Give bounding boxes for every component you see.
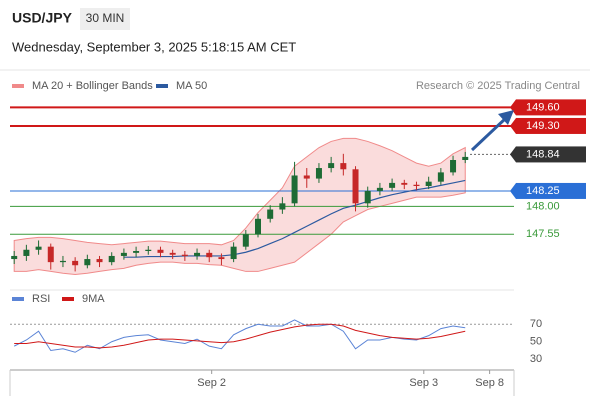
- candle-body: [450, 160, 457, 173]
- rsi-line: [13, 319, 466, 353]
- x-tick-label: Sep 8: [475, 377, 504, 389]
- candle-body: [230, 246, 237, 260]
- candle-body: [340, 163, 347, 170]
- candle-body: [462, 156, 469, 160]
- candle-body: [328, 163, 335, 169]
- candle-body: [59, 260, 66, 263]
- level-label: 149.60: [526, 101, 560, 113]
- candle-body: [145, 249, 152, 251]
- candle-body: [291, 175, 298, 204]
- candle-body: [120, 252, 127, 256]
- timestamp: Wednesday, September 3, 2025 5:18:15 AM …: [12, 39, 296, 54]
- rsi-line: [14, 323, 466, 349]
- symbol: USD/JPY: [12, 10, 73, 26]
- legend-label: MA 20 + Bollinger Bands: [32, 80, 153, 92]
- candle-body: [133, 251, 140, 253]
- interval: 30 MIN: [86, 11, 125, 25]
- candle-body: [425, 181, 432, 186]
- rsi-tick-label: 50: [530, 336, 542, 348]
- level-badge-tip: [510, 99, 516, 116]
- candle-body: [169, 252, 176, 255]
- candle-body: [376, 187, 383, 191]
- candle-body: [96, 259, 103, 263]
- candle-body: [437, 172, 444, 182]
- legend-swatch: [62, 297, 74, 301]
- level-badge: [516, 182, 586, 199]
- candle-body: [181, 254, 188, 256]
- candle-body: [194, 252, 201, 256]
- x-tick-label: Sep 3: [409, 377, 438, 389]
- legend-swatch: [156, 84, 168, 88]
- candle-body: [157, 249, 164, 253]
- legend-label: RSI: [32, 293, 50, 305]
- x-tick-label: Sep 2: [197, 377, 226, 389]
- candle-body: [108, 255, 115, 263]
- candle-body: [84, 259, 91, 266]
- candle-body: [267, 209, 274, 219]
- level-badge-tip: [510, 117, 516, 134]
- candle-body: [352, 169, 359, 204]
- candle-body: [401, 182, 408, 185]
- bollinger-band: [13, 137, 466, 276]
- level-badge: [516, 117, 586, 134]
- interval-badge: [80, 8, 130, 30]
- candle-body: [413, 184, 420, 186]
- level-badge: [516, 99, 586, 116]
- candle-body: [242, 234, 249, 247]
- level-label: 148.00: [526, 200, 560, 212]
- candle-body: [364, 190, 371, 204]
- candle-body: [47, 246, 54, 263]
- legend-label: MA 50: [176, 80, 207, 92]
- rsi-tick-label: 30: [530, 353, 542, 365]
- rsi-tick-label: 70: [530, 318, 542, 330]
- level-label: 148.25: [526, 185, 560, 197]
- candle-body: [35, 246, 42, 250]
- legend-label: 9MA: [82, 293, 105, 305]
- candle-body: [218, 257, 225, 260]
- candle-body: [206, 252, 213, 258]
- candle-body: [11, 255, 18, 260]
- level-badge-tip: [510, 146, 516, 163]
- candle-body: [23, 249, 30, 256]
- candle-body: [315, 168, 322, 179]
- legend-swatch: [12, 84, 24, 88]
- candle-body: [389, 182, 396, 188]
- candle-body: [303, 175, 310, 179]
- level-label: 148.84: [526, 148, 560, 160]
- candle-body: [279, 203, 286, 210]
- ma50-line: [123, 179, 466, 258]
- candle-body: [255, 218, 261, 235]
- forecast-arrowhead: [498, 110, 514, 125]
- candle-body: [72, 260, 79, 266]
- level-label: 147.55: [526, 228, 560, 240]
- copyright: Research © 2025 Trading Central: [416, 80, 580, 92]
- level-label: 149.30: [526, 120, 560, 132]
- legend-swatch: [12, 297, 24, 301]
- forecast-arrow: [470, 116, 508, 152]
- level-badge-tip: [510, 182, 516, 199]
- level-badge: [516, 146, 586, 163]
